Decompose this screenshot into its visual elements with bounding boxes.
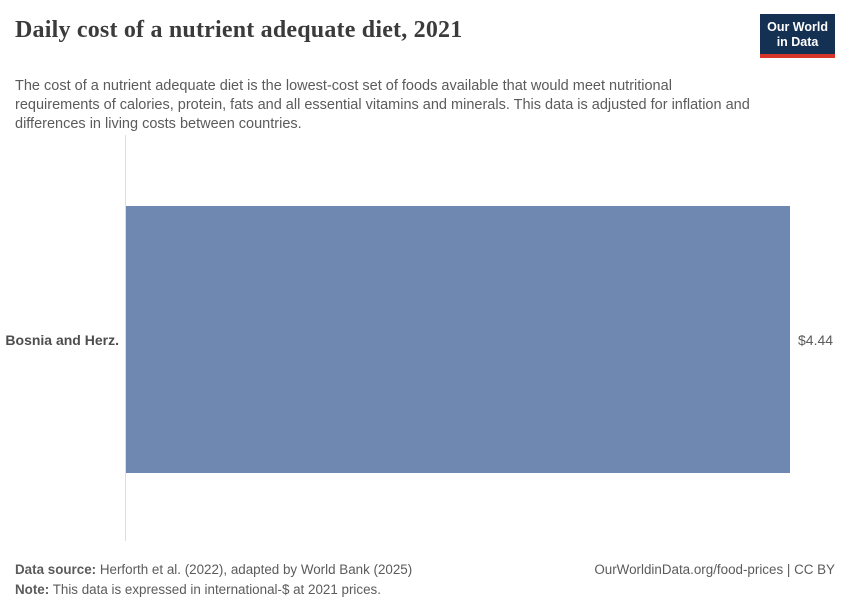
entity-label: Bosnia and Herz. bbox=[5, 331, 119, 348]
chart-subtitle: The cost of a nutrient adequate diet is … bbox=[15, 78, 750, 132]
footer-left: Data source: Herforth et al. (2022), ada… bbox=[15, 560, 412, 600]
owid-logo-line2: in Data bbox=[776, 35, 819, 49]
bar-chart: Bosnia and Herz. $4.44 bbox=[5, 135, 835, 541]
footer: Data source: Herforth et al. (2022), ada… bbox=[15, 560, 835, 600]
data-source-label: Data source: bbox=[15, 562, 97, 577]
owid-logo-line1: Our World bbox=[767, 20, 828, 34]
value-label: $4.44 bbox=[798, 331, 834, 348]
bar[interactable] bbox=[126, 206, 790, 473]
y-axis-line bbox=[125, 135, 126, 541]
note-text: This data is expressed in international-… bbox=[49, 582, 381, 597]
header: Daily cost of a nutrient adequate diet, … bbox=[15, 14, 835, 58]
data-source-line: Data source: Herforth et al. (2022), ada… bbox=[15, 560, 412, 580]
page-title: Daily cost of a nutrient adequate diet, … bbox=[15, 17, 463, 43]
note-line: Note: This data is expressed in internat… bbox=[15, 580, 412, 600]
bar-track: $4.44 bbox=[126, 206, 833, 473]
entity-label-box: Bosnia and Herz. bbox=[5, 206, 119, 473]
note-label: Note: bbox=[15, 582, 50, 597]
data-source-text: Herforth et al. (2022), adapted by World… bbox=[96, 562, 413, 577]
attribution: OurWorldinData.org/food-prices | CC BY bbox=[594, 562, 835, 577]
owid-logo[interactable]: Our World in Data bbox=[760, 14, 835, 58]
